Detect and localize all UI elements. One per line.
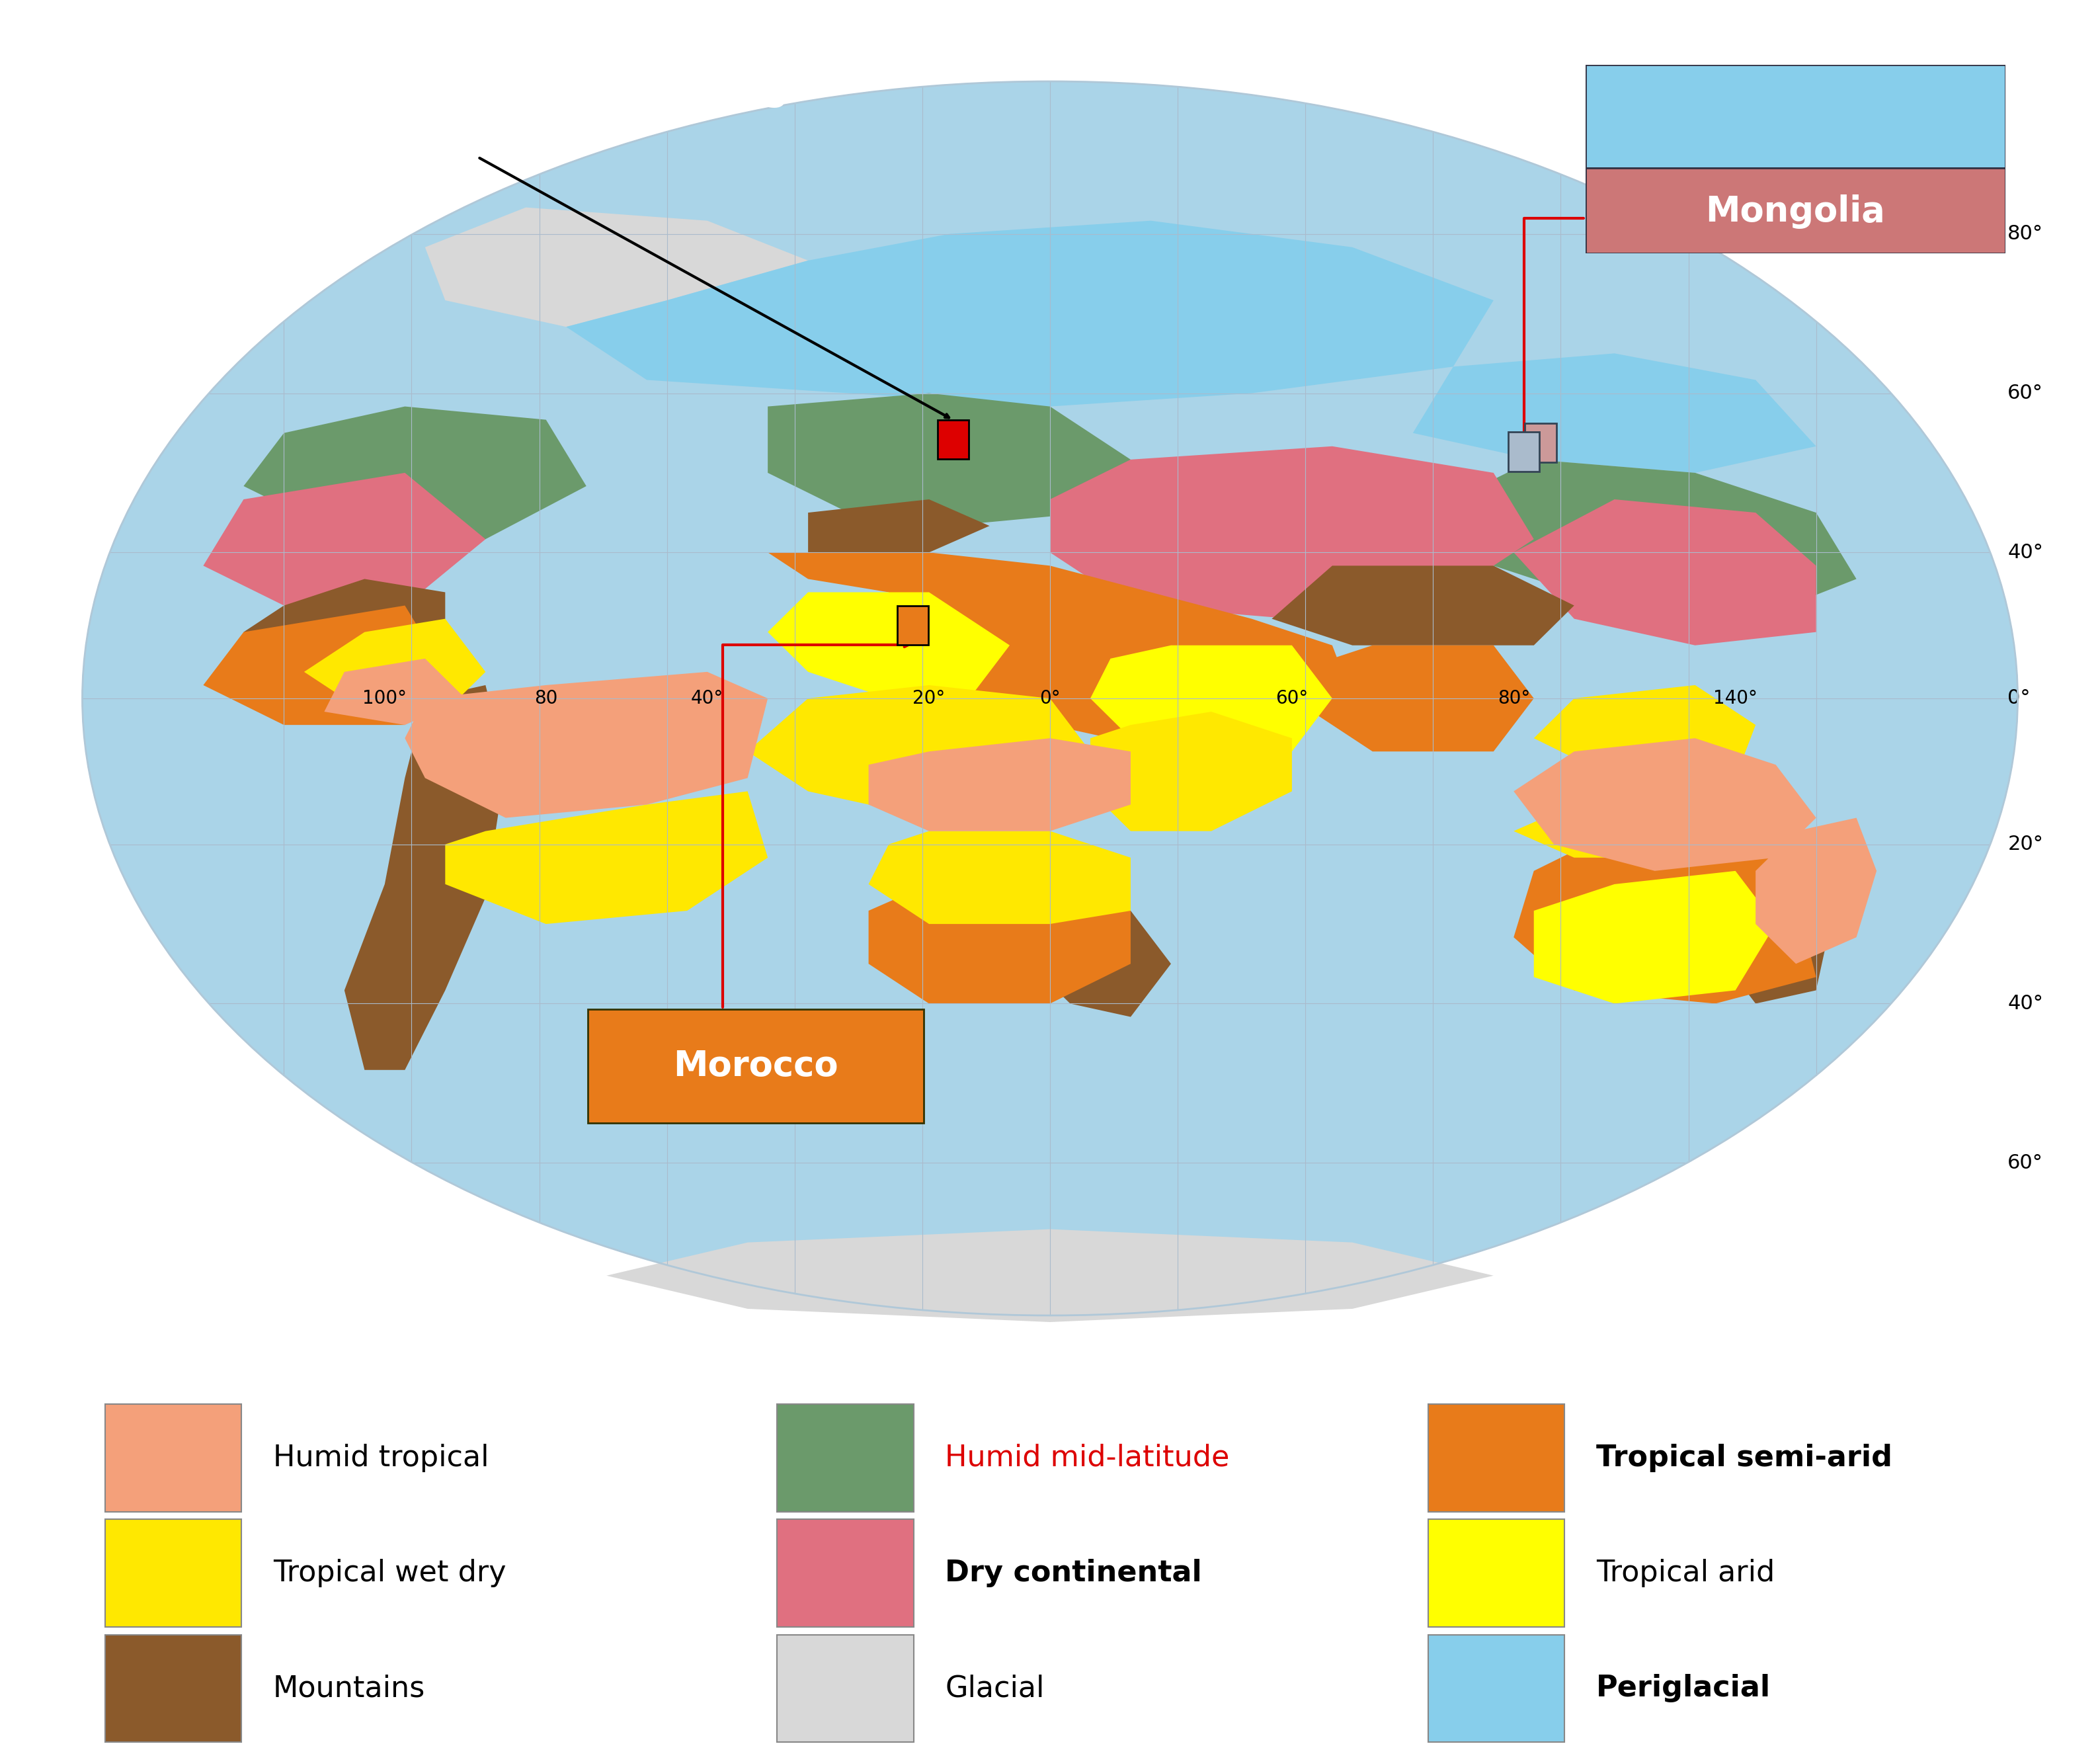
Text: 80: 80 (533, 690, 559, 707)
Text: 40°: 40° (691, 690, 724, 707)
Bar (1428, 1404, 1564, 1512)
Polygon shape (1514, 831, 1816, 1004)
Bar (1586, 168, 2006, 253)
Text: 60°: 60° (1275, 690, 1308, 707)
Polygon shape (204, 606, 445, 725)
Bar (105, 1519, 242, 1627)
Polygon shape (769, 592, 1010, 698)
Polygon shape (1514, 779, 1777, 857)
Polygon shape (748, 684, 1090, 817)
Text: 20°: 20° (2008, 835, 2043, 854)
Polygon shape (1514, 499, 1816, 646)
Text: 60°: 60° (2008, 384, 2043, 403)
Text: Tropical wet dry: Tropical wet dry (273, 1559, 506, 1587)
Polygon shape (869, 739, 1130, 831)
Bar (777, 1634, 914, 1743)
Polygon shape (405, 672, 769, 817)
Polygon shape (1050, 447, 1533, 618)
Polygon shape (607, 1229, 1493, 1322)
Polygon shape (424, 208, 808, 327)
Text: Glacial: Glacial (945, 1674, 1044, 1702)
Polygon shape (1029, 911, 1172, 1016)
Text: 40°: 40° (2008, 993, 2043, 1013)
Polygon shape (1453, 459, 1856, 618)
Bar (777, 1519, 914, 1627)
Text: Tropical semi-arid: Tropical semi-arid (1596, 1444, 1892, 1472)
Polygon shape (1533, 684, 1756, 779)
Polygon shape (1090, 646, 1331, 765)
Polygon shape (769, 552, 1352, 751)
Text: Three Varíscan orogen archtypes: Three Varíscan orogen archtypes (103, 77, 788, 115)
Polygon shape (323, 658, 466, 725)
Text: Morocco: Morocco (674, 1049, 838, 1083)
Text: 0°: 0° (1040, 690, 1060, 707)
Polygon shape (1716, 831, 1835, 1004)
Polygon shape (344, 684, 506, 1070)
Bar (105, 1634, 242, 1743)
Polygon shape (1514, 739, 1816, 871)
Polygon shape (769, 393, 1130, 526)
Polygon shape (445, 791, 769, 924)
Polygon shape (304, 618, 485, 712)
Bar (1428, 1519, 1564, 1627)
Text: Mongolia: Mongolia (1705, 194, 1886, 229)
Text: 140°: 140° (1714, 690, 1758, 707)
Polygon shape (1413, 353, 1817, 473)
Text: 80°: 80° (2008, 225, 2043, 243)
Text: Humid tropical: Humid tropical (273, 1444, 489, 1472)
Polygon shape (869, 831, 1130, 924)
Text: 20°: 20° (914, 690, 945, 707)
Polygon shape (808, 499, 989, 552)
Polygon shape (244, 580, 445, 698)
Text: Mountains: Mountains (273, 1674, 424, 1702)
Bar (937, 421, 968, 459)
Bar (1525, 423, 1556, 463)
Polygon shape (1533, 871, 1777, 1004)
Text: Periglacial: Periglacial (1596, 1674, 1770, 1702)
Polygon shape (204, 473, 485, 606)
Text: 40°: 40° (2008, 543, 2043, 562)
Polygon shape (1090, 712, 1292, 831)
Text: 100°: 100° (363, 690, 407, 707)
Ellipse shape (82, 82, 2018, 1315)
Text: Dry continental: Dry continental (945, 1559, 1201, 1587)
Polygon shape (244, 407, 586, 540)
Polygon shape (567, 220, 1493, 407)
Bar (777, 1404, 914, 1512)
Text: 0°: 0° (2008, 690, 2031, 707)
Bar (105, 1404, 242, 1512)
Bar (1508, 431, 1539, 471)
Polygon shape (1273, 566, 1575, 646)
Polygon shape (1090, 698, 1212, 805)
Polygon shape (1756, 817, 1877, 964)
Bar (1586, 65, 2006, 168)
Text: Tropical arid: Tropical arid (1596, 1559, 1775, 1587)
Bar (897, 606, 928, 644)
Text: 80°: 80° (1497, 690, 1531, 707)
Text: Humid mid-latitude: Humid mid-latitude (945, 1444, 1231, 1472)
Bar (1428, 1634, 1564, 1743)
Bar (588, 1009, 924, 1123)
Polygon shape (869, 883, 1130, 1004)
Polygon shape (1292, 646, 1533, 751)
Text: 60°: 60° (2008, 1154, 2043, 1172)
